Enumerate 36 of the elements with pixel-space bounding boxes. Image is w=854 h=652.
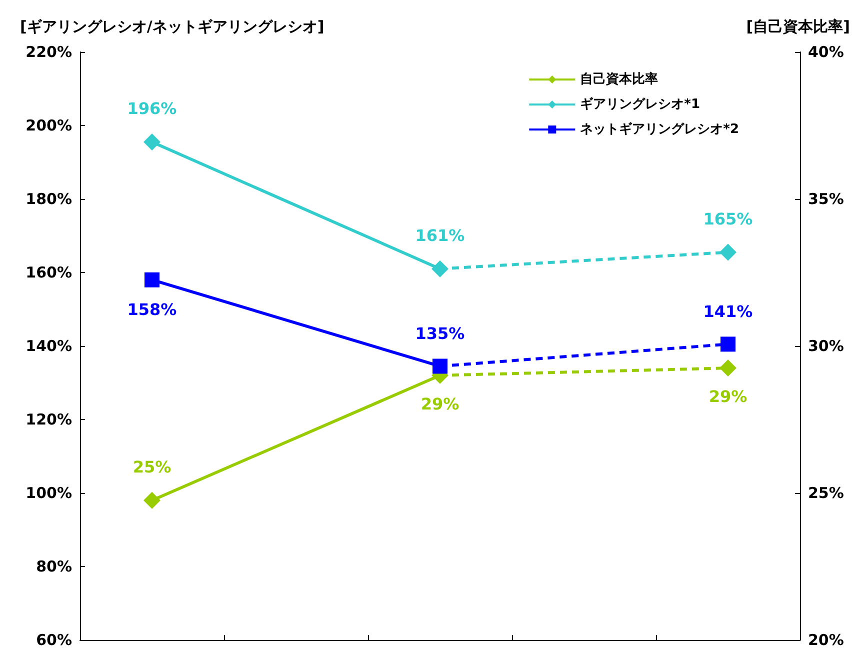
point: [432, 260, 448, 278]
data-label: 141%: [703, 302, 753, 322]
y-tick-label: 80%: [36, 558, 72, 576]
y2-tick-label: 40%: [808, 43, 844, 61]
point: [720, 360, 736, 377]
y-axis-title: [ギアリングレシオ/ネットギアリングレシオ]: [20, 18, 324, 36]
y-tick-label: 220%: [26, 43, 72, 61]
point: [144, 272, 160, 288]
data-label: 29%: [708, 387, 748, 406]
y-tick-label: 180%: [26, 190, 72, 208]
y2-tick-label: 20%: [808, 631, 844, 649]
point: [720, 336, 736, 352]
data-label: 161%: [415, 226, 465, 245]
data-label: 165%: [703, 209, 753, 228]
y2-tick-label: 25%: [808, 484, 844, 502]
data-label: 158%: [127, 300, 177, 319]
y2-axis-title: [自己資本比率]: [746, 18, 850, 36]
y-tick-label: 160%: [26, 264, 72, 282]
legend-label: 自己資本比率: [580, 71, 658, 87]
data-label: 25%: [132, 457, 172, 476]
y-tick-label: 200%: [26, 116, 72, 134]
data-label: 196%: [127, 99, 177, 118]
y2-tick-label: 30%: [808, 337, 844, 355]
point: [144, 492, 160, 509]
y-tick-label: 140%: [26, 337, 72, 355]
data-label: 29%: [420, 394, 460, 414]
y-tick-label: 60%: [36, 631, 72, 649]
point: [432, 358, 448, 374]
point: [720, 244, 736, 261]
data-label: 135%: [415, 324, 465, 344]
y-tick-label: 120%: [26, 410, 72, 428]
legend-label: ネットギアリングレシオ*2: [580, 122, 739, 137]
point: [144, 134, 160, 151]
y2-tick-label: 35%: [808, 190, 844, 208]
legend-label: ギアリングレシオ*1: [580, 97, 700, 112]
y-tick-label: 100%: [26, 484, 72, 502]
